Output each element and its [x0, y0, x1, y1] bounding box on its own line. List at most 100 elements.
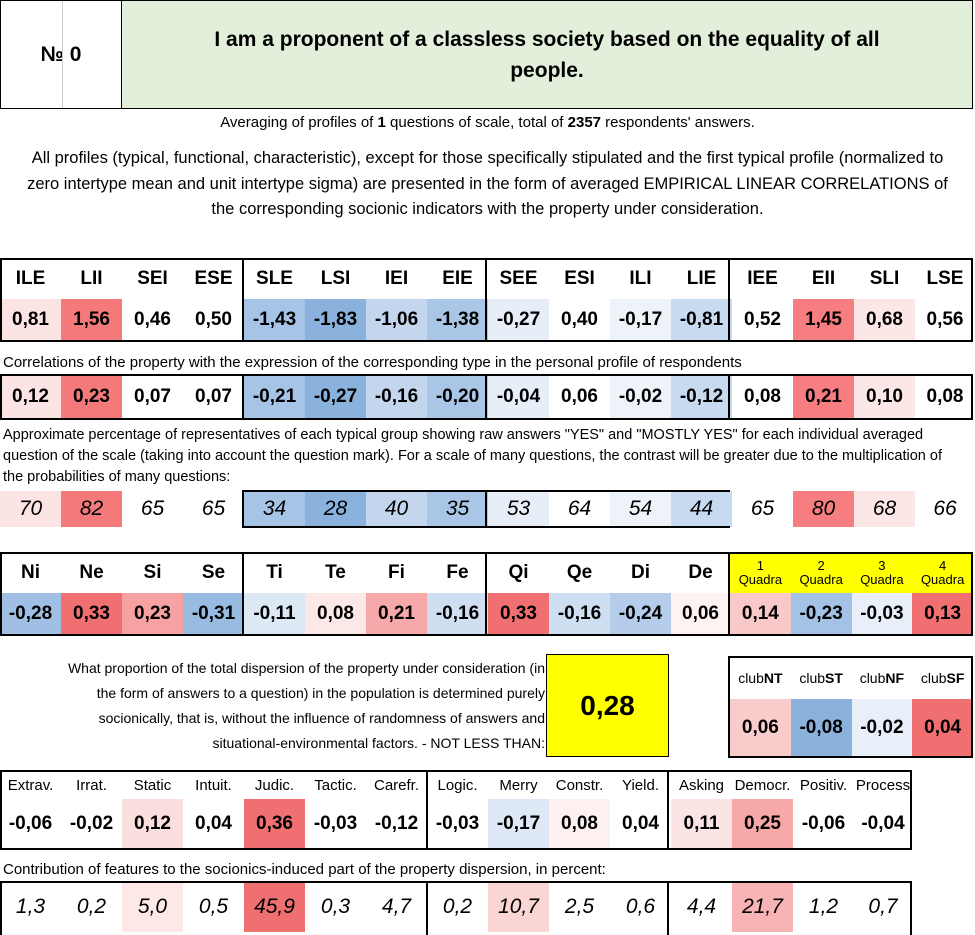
typical-value-15: 0,56 — [915, 299, 975, 341]
feature-header-12: Democr. — [734, 776, 791, 794]
quadra-number: 3 — [878, 558, 886, 573]
correlation-value-1: 0,23 — [61, 375, 122, 419]
correlation-note: Correlations of the property with the ex… — [3, 354, 742, 371]
contribution-value-4: 45,9 — [244, 882, 305, 932]
function-value-9: -0,16 — [549, 593, 610, 635]
club-suffix: NF — [885, 670, 905, 686]
types-header-row: ILE LII SEI ESE SLE LSI IEI EIE SEE ESI ILI LIE IEE E… — [0, 259, 975, 299]
typical-value-8: -0,27 — [488, 299, 549, 341]
question-number-label: № 0 — [40, 42, 82, 66]
function-header-1: Ne — [79, 562, 104, 583]
club-suffix: NT — [763, 670, 783, 686]
clubs-header-row: club NT club ST club NF club SF — [730, 657, 973, 699]
feature-header-6: Carefr. — [373, 776, 419, 794]
function-header-8: Qi — [508, 562, 529, 583]
quadra-header-1: 2 Quadra — [790, 553, 852, 593]
club-value-0: 0,06 — [730, 699, 791, 757]
contribution-value-7: 0,2 — [427, 882, 488, 932]
typical-profile-row: 0,81 1,56 0,46 0,50 -1,43 -1,83 -1,06 -1,38 -0,2… — [0, 299, 975, 341]
function-header-0: Ni — [21, 562, 40, 583]
function-value-7: -0,16 — [427, 593, 488, 635]
contribution-value-3: 0,5 — [183, 882, 244, 932]
quadra-label: Quadra — [799, 572, 843, 587]
function-value-10: -0,24 — [610, 593, 671, 635]
features-values-row: -0,06 -0,02 0,12 0,04 0,36 -0,03 -0,12 -0,03 -0,… — [0, 799, 912, 849]
quadra-label: Quadra — [738, 572, 783, 587]
percent-value-3: 65 — [183, 491, 244, 527]
feature-header-11: Asking — [678, 776, 725, 794]
typical-value-12: 0,52 — [732, 299, 793, 341]
quadra-number: 1 — [756, 558, 764, 573]
percent-value-7: 35 — [427, 491, 488, 527]
percent-value-5: 28 — [305, 491, 366, 527]
type-header-11: LIE — [686, 268, 717, 289]
function-header-11: De — [688, 562, 713, 583]
feature-header-5: Tactic. — [314, 776, 357, 794]
correlation-value-10: -0,02 — [610, 375, 671, 419]
function-header-9: Qe — [566, 562, 593, 583]
correlation-value-12: 0,08 — [732, 375, 793, 419]
correlation-value-8: -0,04 — [488, 375, 549, 419]
feature-header-14: Process — [855, 776, 911, 794]
type-header-14: SLI — [869, 268, 900, 289]
contribution-value-14: 0,7 — [854, 882, 912, 932]
quadra-label: Quadra — [920, 572, 965, 587]
correlation-value-7: -0,20 — [427, 375, 488, 419]
type-header-5: LSI — [320, 268, 351, 289]
percent-note: Approximate percentage of representative… — [3, 427, 942, 485]
feature-value-0: -0,06 — [0, 799, 61, 849]
type-header-0: ILE — [15, 268, 46, 289]
feature-value-11: 0,11 — [671, 799, 732, 849]
contribution-note: Contribution of features to the socionic… — [3, 861, 606, 878]
function-header-7: Fe — [446, 562, 469, 583]
feature-value-13: -0,06 — [793, 799, 854, 849]
feature-header-13: Positiv. — [799, 776, 848, 794]
club-suffix: ST — [825, 670, 843, 686]
typical-value-10: -0,17 — [610, 299, 671, 341]
type-header-3: ESE — [194, 268, 233, 289]
percent-value-13: 80 — [793, 491, 854, 527]
feature-value-10: 0,04 — [610, 799, 671, 849]
typical-value-6: -1,06 — [366, 299, 427, 341]
typical-value-9: 0,40 — [549, 299, 610, 341]
typical-value-2: 0,46 — [122, 299, 183, 341]
contribution-value-12: 21,7 — [732, 882, 793, 932]
function-header-2: Si — [143, 562, 162, 583]
features-header-row: Extrav. Irrat. Static Intuit. Judic. Tactic. C… — [0, 771, 912, 799]
feature-header-7: Logic. — [437, 776, 478, 794]
function-header-5: Te — [325, 562, 346, 583]
type-header-12: IEE — [747, 268, 778, 289]
feature-value-3: 0,04 — [183, 799, 244, 849]
type-header-10: ILI — [629, 268, 652, 289]
feature-header-8: Merry — [499, 776, 538, 794]
type-header-2: SEI — [137, 268, 168, 289]
feature-header-10: Yield. — [622, 776, 659, 794]
function-header-3: Se — [201, 562, 226, 583]
function-header-4: Ti — [266, 562, 283, 583]
percent-value-15: 66 — [915, 491, 975, 527]
feature-header-0: Extrav. — [7, 776, 54, 794]
typical-value-11: -0,81 — [671, 299, 732, 341]
feature-value-12: 0,25 — [732, 799, 793, 849]
function-value-2: 0,23 — [122, 593, 183, 635]
feature-value-1: -0,02 — [61, 799, 122, 849]
quadra-value-0: 0,14 — [730, 593, 791, 635]
correlation-value-4: -0,21 — [244, 375, 305, 419]
correlation-value-13: 0,21 — [793, 375, 854, 419]
function-header-6: Fi — [388, 562, 405, 583]
feature-value-14: -0,04 — [854, 799, 912, 849]
contribution-value-1: 0,2 — [61, 882, 122, 932]
contribution-value-9: 2,5 — [549, 882, 610, 932]
percentages-row: 70 82 65 65 34 28 40 35 53 64 54 44 65 80 68 66 — [0, 491, 975, 527]
contribution-value-0: 1,3 — [0, 882, 61, 932]
club-header-2: club NF — [852, 657, 913, 699]
quadra-number: 2 — [817, 558, 825, 573]
quadra-value-2: -0,03 — [851, 593, 913, 635]
quadra-value-3: 0,13 — [912, 593, 973, 635]
function-value-3: -0,31 — [183, 593, 244, 635]
quadra-header-0: 1 Quadra — [730, 553, 791, 593]
contribution-value-5: 0,3 — [305, 882, 366, 932]
contribution-value-13: 1,2 — [793, 882, 854, 932]
feature-value-9: 0,08 — [549, 799, 610, 849]
typical-value-5: -1,83 — [305, 299, 366, 341]
